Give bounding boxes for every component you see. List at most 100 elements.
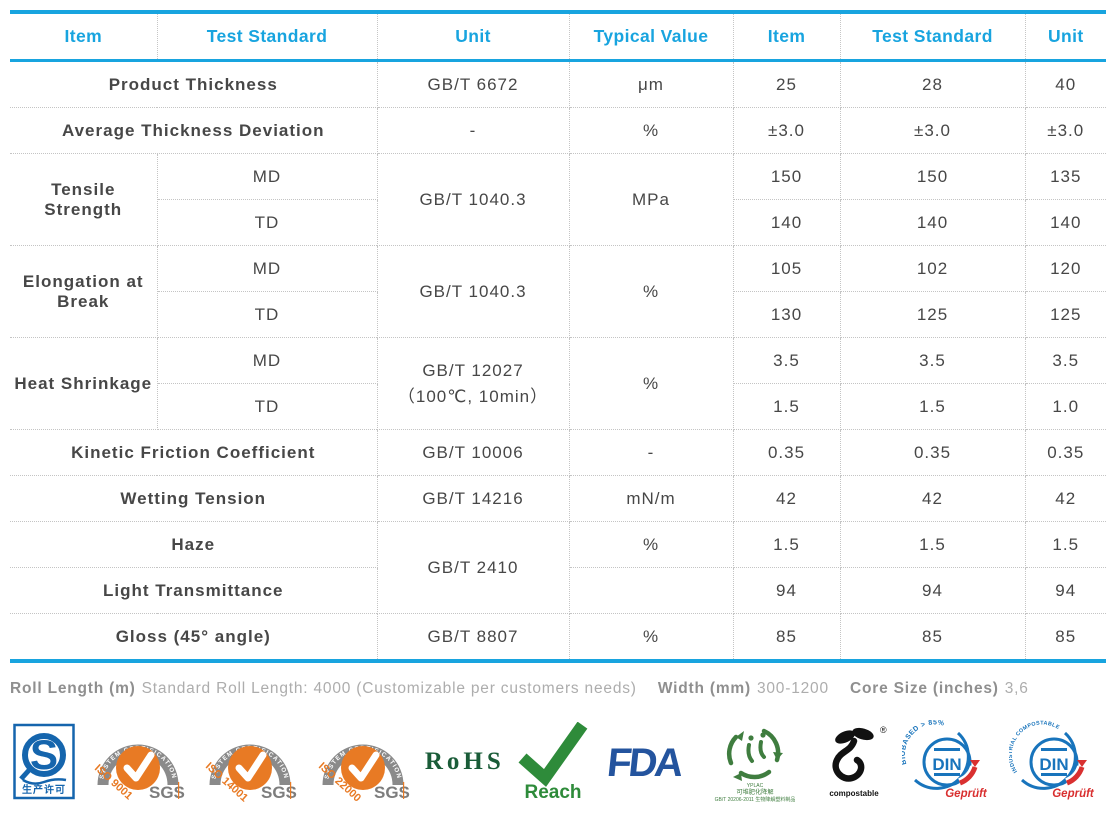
value-3: ±3.0 (1024, 107, 1106, 154)
item-label: Wetting Tension (10, 475, 378, 522)
value-1: ±3.0 (732, 107, 841, 154)
roll-info-line: Roll Length (m) Standard Roll Length: 400… (10, 680, 1106, 698)
value-1: 140 (732, 199, 841, 246)
svg-text:SGS: SGS (149, 783, 185, 802)
value-2: 150 (839, 153, 1026, 200)
value-3: 85 (1024, 613, 1106, 662)
test-standard: GB/T 10006 (376, 429, 570, 476)
svg-text:YPLAC: YPLAC (747, 783, 764, 789)
col-header-item-2: Item (732, 12, 841, 62)
value-2: 94 (839, 567, 1026, 614)
item-label: Tensile Strength (10, 153, 158, 246)
rohs-icon: RoHS (425, 748, 505, 776)
value-2: 3.5 (839, 337, 1026, 384)
test-standard: GB/T 2410 (376, 521, 570, 614)
sgs-iso14001-icon: SYSTEM CERTIFICATION ISO 14001 SGS (200, 721, 300, 803)
table-row-kinetic: Kinetic Friction Coefficient GB/T 10006 … (10, 429, 1106, 476)
test-standard: GB/T 1040.3 (376, 245, 570, 338)
value-1: 105 (732, 245, 841, 292)
svg-text:compostable: compostable (829, 789, 879, 798)
test-standard: GB/T 8807 (376, 613, 570, 662)
value-2: 1.5 (839, 521, 1026, 568)
value-3: 135 (1024, 153, 1106, 200)
direction-md: MD (156, 153, 378, 200)
value-3: 1.5 (1024, 521, 1106, 568)
width-value: 300-1200 (756, 680, 829, 697)
unit: % (568, 107, 734, 154)
value-3: 120 (1024, 245, 1106, 292)
item-label: Heat Shrinkage (10, 337, 158, 430)
qs-license-icon: S 生产许可 (12, 722, 76, 802)
value-2: 102 (839, 245, 1026, 292)
unit: % (568, 245, 734, 338)
svg-text:Reach: Reach (524, 782, 581, 802)
svg-text:Geprüft: Geprüft (945, 788, 988, 800)
table-row-elongation-md: Elongation at Break MD GB/T 1040.3 % 105… (10, 245, 1106, 338)
svg-text:Geprüft: Geprüft (1052, 788, 1095, 800)
value-1: 0.35 (732, 429, 841, 476)
value-2: 140 (839, 199, 1026, 246)
din-gepruft-industrial-compostable-icon: INDUSTRIAL COMPOSTABLE DIN Geprüft (1009, 720, 1104, 804)
direction-td: TD (157, 199, 378, 246)
value-3: 1.0 (1024, 383, 1106, 430)
spec-table: Item Test Standard Unit Typical Value It… (10, 10, 1106, 663)
col-header-test-standard-2: Test Standard (839, 12, 1026, 62)
svg-text:DIN: DIN (1039, 755, 1068, 774)
direction-td: TD (157, 383, 378, 430)
svg-text:SGS: SGS (374, 783, 410, 802)
header-row: Item Test Standard Unit Typical Value It… (10, 12, 1106, 62)
unit: % (568, 337, 734, 430)
col-header-test-standard: Test Standard (156, 12, 378, 62)
unit: μm (568, 60, 734, 108)
item-label: Average Thickness Deviation (10, 107, 378, 154)
col-header-unit: Unit (376, 12, 570, 62)
value-3: 140 (1024, 199, 1106, 246)
unit: % (568, 521, 734, 568)
col-header-unit-2: Unit (1024, 12, 1106, 62)
compostable-cn-icon: YPLAC 可堆肥化降解 GB/T 20206-2011 生物降解塑料制品 (705, 719, 805, 805)
sgs-iso9001-icon: SYSTEM CERTIFICATION ISO 9001 SGS (88, 721, 188, 803)
value-2: 28 (839, 60, 1026, 108)
width-label: Width (mm) (657, 680, 751, 697)
value-3: 40 (1024, 60, 1106, 108)
value-1: 1.5 (732, 521, 841, 568)
seedling-compostable-icon: ® compostable (818, 721, 890, 803)
roll-length-value: Standard Roll Length: 4000 (Customizable… (141, 680, 637, 697)
item-label: Gloss (45° angle) (10, 613, 378, 662)
table-row-gloss: Gloss (45° angle) GB/T 8807 % 85 85 85 (10, 613, 1106, 662)
test-standard: GB/T 1040.3 (376, 153, 570, 246)
svg-text:SGS: SGS (261, 783, 297, 802)
roll-length-label: Roll Length (m) (10, 680, 136, 697)
value-1: 42 (732, 475, 841, 522)
test-standard: - (376, 107, 570, 154)
table-row-heat-td: TD 1.5 1.5 1.0 (10, 383, 1106, 430)
value-3: 94 (1024, 567, 1106, 614)
test-standard: GB/T 14216 (376, 475, 570, 522)
test-standard: GB/T 6672 (376, 60, 570, 108)
svg-text:S: S (30, 731, 58, 778)
test-standard: GB/T 12027 （100℃, 10min） (376, 337, 570, 430)
value-1: 94 (732, 567, 841, 614)
direction-md: MD (156, 337, 378, 384)
test-standard-line1: GB/T 12027 (422, 360, 524, 380)
item-label: Haze (10, 521, 378, 568)
fda-icon: FDA (601, 734, 693, 790)
rohs-label: RoHS (424, 748, 505, 775)
value-3: 125 (1024, 291, 1106, 338)
svg-text:FDA: FDA (605, 741, 685, 785)
table-row-deviation: Average Thickness Deviation - % ±3.0 ±3.… (10, 107, 1106, 154)
value-1: 85 (732, 613, 841, 662)
value-2: ±3.0 (839, 107, 1026, 154)
table-row-wetting: Wetting Tension GB/T 14216 mN/m 42 42 42 (10, 475, 1106, 522)
sgs-iso22000-icon: SYSTEM CERTIFICATION ISO 22000 SGS (313, 721, 413, 803)
table-row-light: Light Transmittance 94 94 94 (10, 567, 1106, 614)
value-1: 130 (732, 291, 841, 338)
table-row-tensile-md: Tensile Strength MD GB/T 1040.3 MPa 150 … (10, 153, 1106, 246)
value-1: 150 (732, 153, 841, 200)
svg-text:生产许可: 生产许可 (22, 783, 66, 796)
unit: mN/m (568, 475, 734, 522)
certification-logos-bar: S 生产许可 SYSTEM CERTIFICATION ISO 9001 SGS (12, 718, 1104, 806)
svg-text:可堆肥化降解: 可堆肥化降解 (737, 788, 774, 796)
svg-text:GB/T 20206-2011 生物降解塑料制品: GB/T 20206-2011 生物降解塑料制品 (715, 796, 796, 803)
